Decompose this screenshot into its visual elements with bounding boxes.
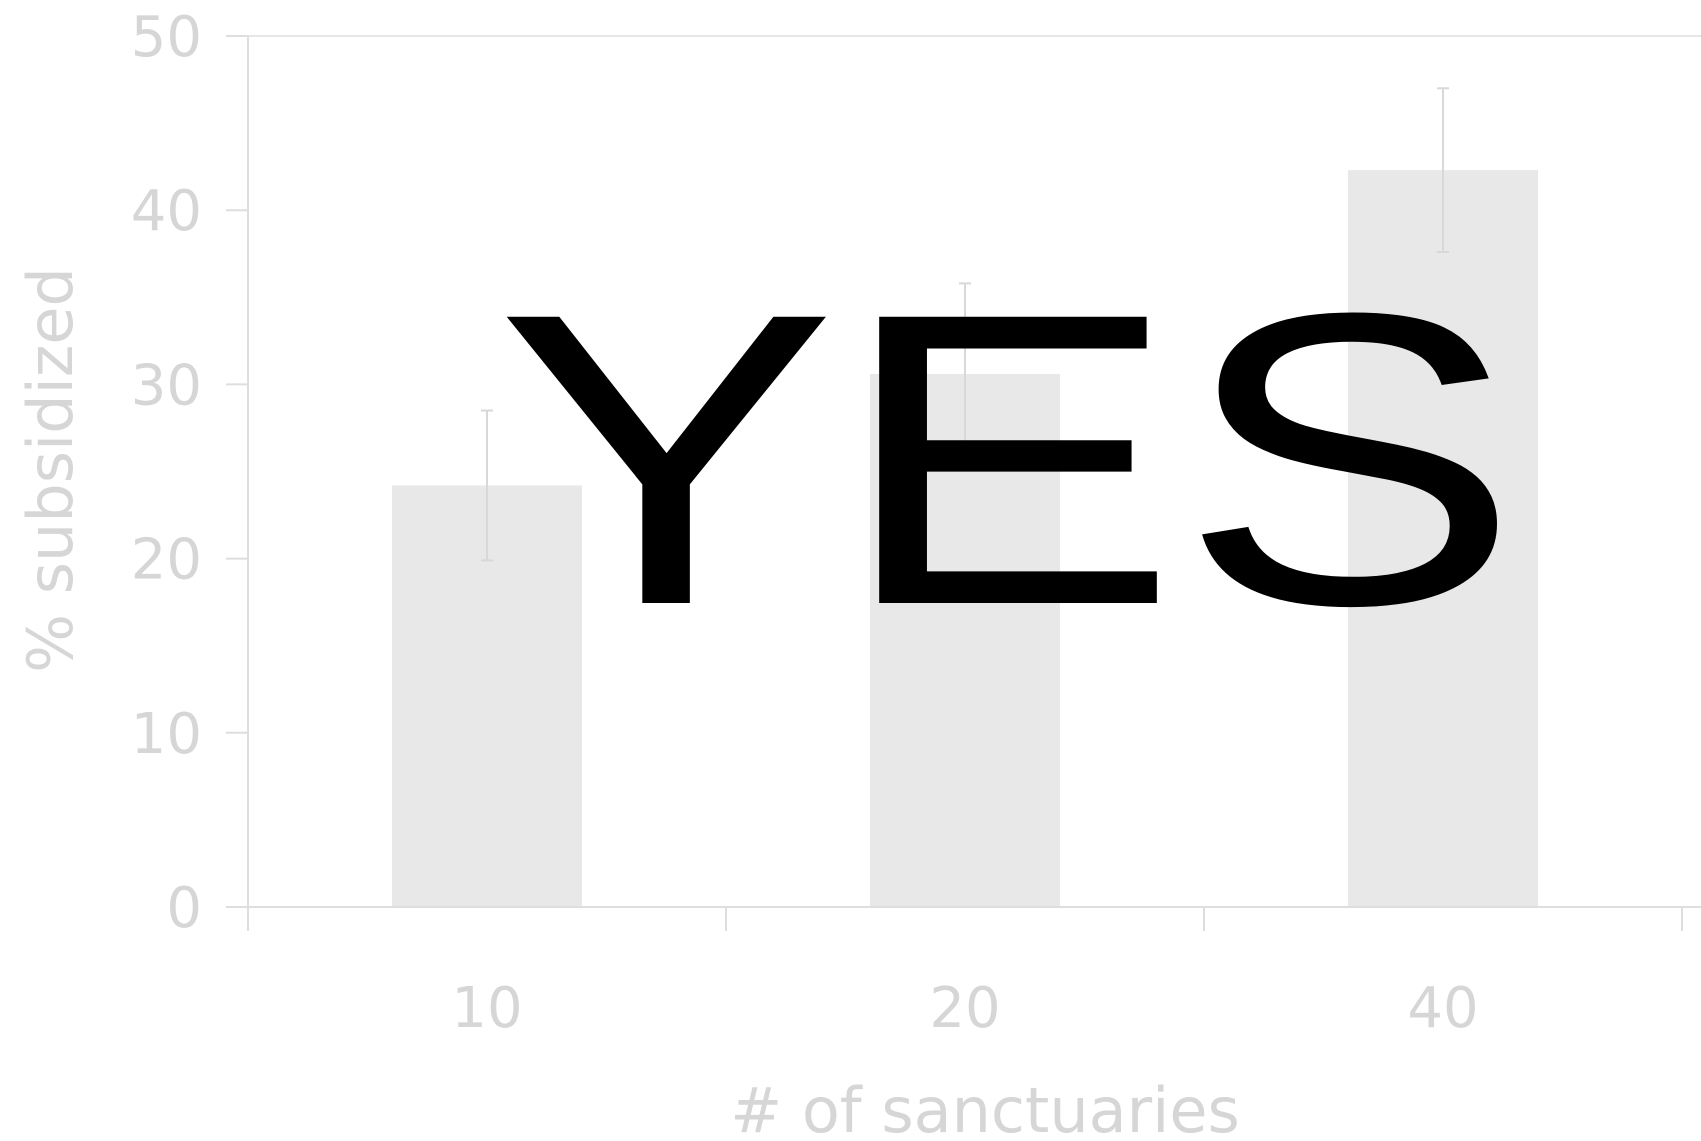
x-tick-label-10: 10 — [451, 976, 522, 1041]
error-bars-layer — [481, 87, 1449, 562]
bar-40 — [1348, 170, 1538, 907]
x-axis-title: # of sanctuaries — [730, 1074, 1240, 1141]
y-tick-label: 30 — [131, 353, 202, 418]
x-tick-label-20: 20 — [929, 976, 1000, 1041]
y-tick-label: 50 — [131, 5, 202, 70]
y-tick-label: 40 — [131, 179, 202, 244]
yes-overlay-text: YES — [496, 227, 1521, 692]
y-axis-title: % subsidized — [14, 267, 87, 673]
y-tick-label: 0 — [166, 876, 202, 941]
y-tick-label: 10 — [131, 702, 202, 767]
tick-labels-layer: 0 10 20 30 40 50 10 20 40 — [131, 5, 1479, 1041]
x-tick-label-40: 40 — [1407, 976, 1478, 1041]
axes-layer — [226, 35, 1701, 931]
y-tick-label: 20 — [131, 528, 202, 593]
